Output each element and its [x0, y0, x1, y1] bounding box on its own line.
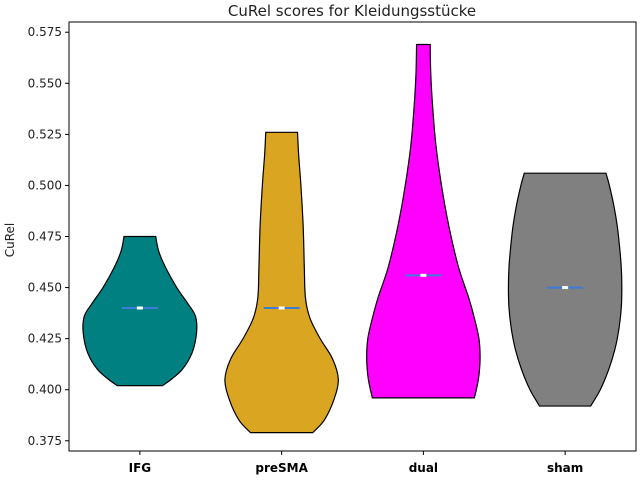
y-tick-label: 0.500: [28, 178, 62, 192]
y-tick-label: 0.450: [28, 281, 62, 295]
median-marker: [136, 306, 143, 310]
median-marker: [562, 286, 569, 290]
y-tick-label: 0.475: [28, 230, 62, 244]
chart-title: CuRel scores for Kleidungsstücke: [228, 2, 476, 20]
y-axis: 0.375 0.400 0.425 0.450 0.475 0.500 0.525 0.550…: [28, 25, 69, 448]
y-tick-label: 0.400: [28, 383, 62, 397]
y-tick-label: 0.425: [28, 332, 62, 346]
violin-dual: [366, 43, 481, 399]
violin-group: [82, 43, 623, 434]
violin-ifg: [82, 235, 198, 387]
y-tick-label: 0.525: [28, 127, 62, 141]
x-tick-label: dual: [409, 461, 438, 475]
y-axis-label: CuRel: [3, 223, 17, 258]
x-tick-label: sham: [547, 461, 583, 475]
violin-sham: [507, 172, 623, 407]
median-marker: [420, 273, 427, 277]
y-tick-label: 0.575: [28, 25, 62, 39]
x-tick-label: preSMA: [255, 461, 308, 475]
violin-presma: [224, 131, 339, 434]
median-marker: [278, 306, 285, 310]
y-tick-label: 0.375: [28, 434, 62, 448]
x-tick-label: IFG: [129, 461, 152, 475]
y-tick-label: 0.550: [28, 76, 62, 90]
x-axis: IFG preSMA dual sham: [129, 451, 583, 475]
